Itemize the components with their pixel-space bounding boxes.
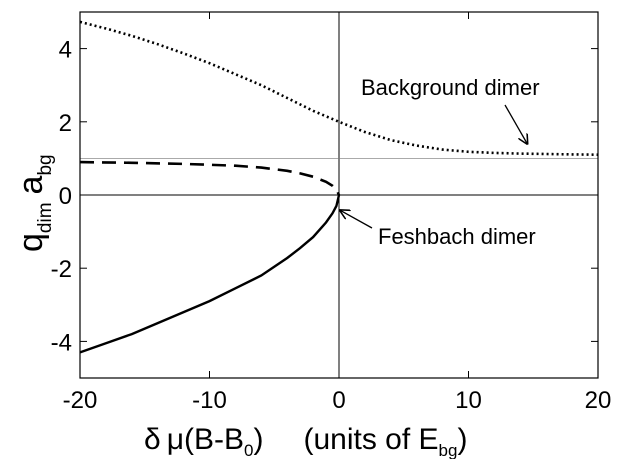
annotation-arrow-background: [504, 104, 527, 144]
series-layer: [79, 20, 599, 354]
x-tick-label: 10: [455, 387, 482, 414]
y-title-q: q: [12, 233, 50, 252]
x-tick-label: 20: [585, 387, 612, 414]
y-title-a: a: [12, 175, 50, 194]
x-title-mu: μ: [167, 423, 184, 456]
x-title-units-sub: bg: [439, 441, 458, 459]
x-title-paren: (B-B: [184, 423, 244, 456]
y-tick-label: -2: [51, 256, 72, 283]
y-title-q-sub: dim: [35, 202, 56, 233]
x-tick-label: -10: [192, 387, 227, 414]
annotation-feshbach-dimer: Feshbach dimer: [378, 224, 536, 249]
series-line-solid: [79, 194, 341, 354]
x-title-delta: δ: [144, 423, 161, 456]
series-line-dashed: [79, 160, 341, 196]
annotation-background-dimer: Background dimer: [361, 75, 540, 100]
y-axis-title: qdim abg: [12, 154, 56, 252]
annotation-arrow-feshbach: [340, 210, 373, 229]
y-tick-label: -4: [51, 329, 72, 356]
y-tick-label: 0: [59, 183, 72, 210]
series-line-dotted: [79, 20, 599, 156]
annotation-layer: Background dimer Feshbach dimer: [340, 75, 540, 249]
x-tick-label: 0: [332, 387, 345, 414]
y-title-a-sub: bg: [35, 154, 56, 175]
x-title-units-close: ): [457, 423, 467, 456]
x-tick-label: -20: [63, 387, 98, 414]
x-title-paren-sub: 0: [244, 441, 253, 459]
x-title-units: (units of E: [303, 423, 438, 456]
x-axis-title: δ μ(B-B0) (units of Ebg): [144, 423, 467, 459]
y-tick-label: 4: [59, 37, 72, 64]
x-title-paren-close: ): [253, 423, 263, 456]
y-tick-label: 2: [59, 110, 72, 137]
